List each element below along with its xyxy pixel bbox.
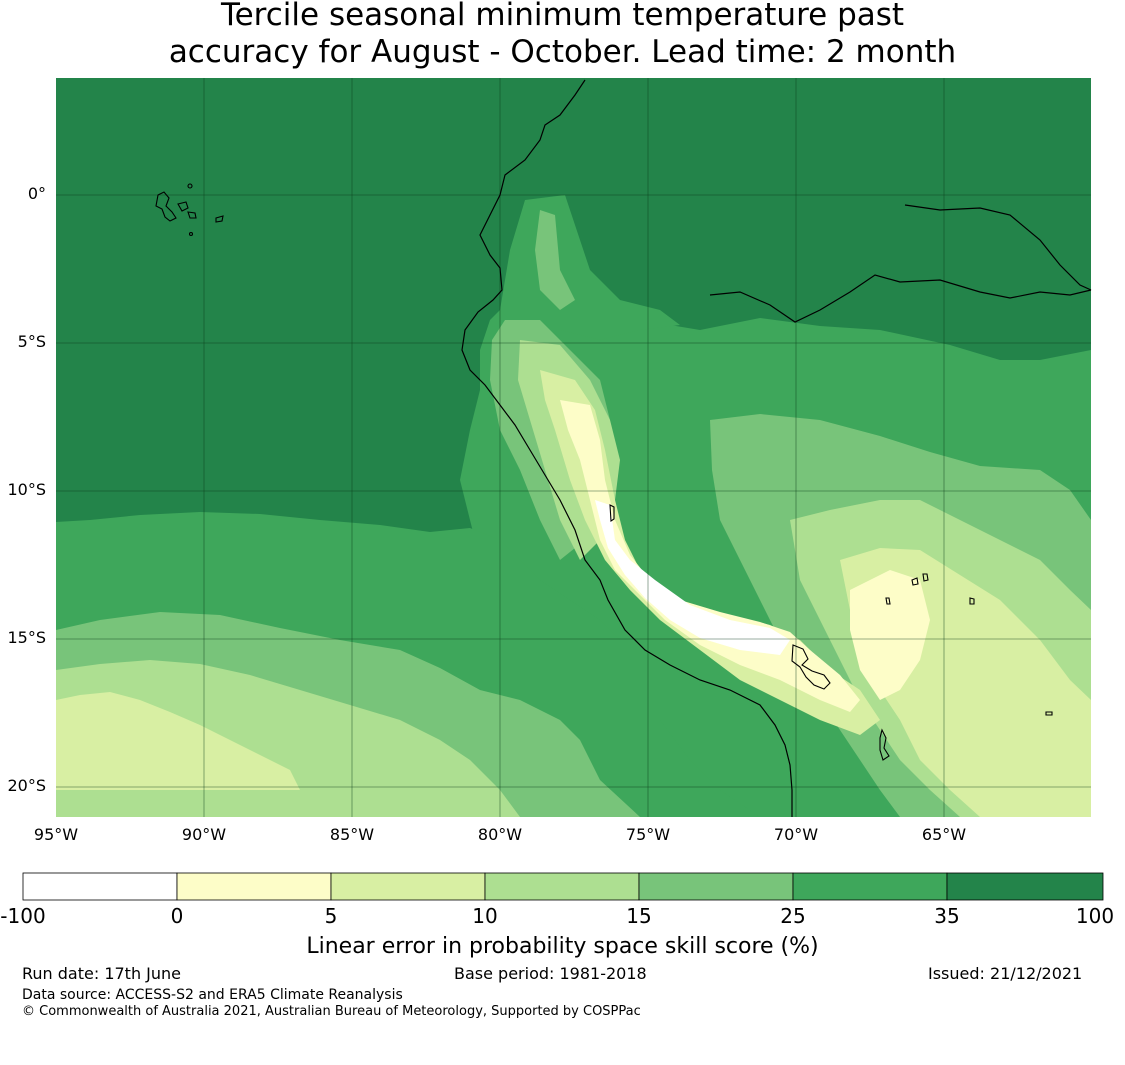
galapagos-islands	[155, 183, 224, 237]
lat-label-15s: 15°S	[7, 628, 46, 647]
colorbar-tick-25: 25	[780, 904, 806, 928]
map-gridlines	[56, 78, 1091, 817]
colorbar	[22, 872, 1104, 901]
colorbar-segment-15-25	[638, 872, 794, 901]
amazon-river-north	[904, 204, 1092, 291]
lat-label-20s: 20°S	[7, 776, 46, 795]
data-source: Data source: ACCESS-S2 and ERA5 Climate …	[22, 987, 403, 1003]
chart-title-line-1: Tercile seasonal minimum temperature pas…	[220, 0, 905, 33]
region-skill-15-25-andes-north	[535, 210, 575, 310]
colorbar-segment-neg100-0	[22, 872, 178, 901]
base-period: Base period: 1981-2018	[454, 964, 647, 983]
lon-label-75w: 75°W	[625, 825, 671, 844]
colorbar-tick-15: 15	[626, 904, 652, 928]
lon-label-85w: 85°W	[329, 825, 375, 844]
copyright: © Commonwealth of Australia 2021, Austra…	[22, 1004, 641, 1019]
colorbar-tick-10: 10	[472, 904, 498, 928]
colorbar-segment-0-5	[176, 872, 332, 901]
lakes	[609, 504, 1053, 761]
lon-label-65w: 65°W	[921, 825, 967, 844]
colorbar-tick-5: 5	[324, 904, 338, 928]
chart-title-line-2: accuracy for August - October. Lead time…	[168, 34, 957, 70]
colorbar-segment-25-35	[792, 872, 948, 901]
lon-label-90w: 90°W	[181, 825, 227, 844]
issued-date: Issued: 21/12/2021	[928, 964, 1083, 983]
lat-label-10s: 10°S	[7, 480, 46, 499]
region-skill-0-5-andes	[560, 400, 860, 712]
lat-label-0: 0°	[27, 184, 46, 203]
colorbar-label: Linear error in probability space skill …	[306, 934, 819, 959]
amazon-river	[709, 274, 1092, 323]
lon-label-70w: 70°W	[773, 825, 819, 844]
region-skill-0-5-east	[850, 570, 930, 700]
colorbar-segment-10-15	[484, 872, 640, 901]
lon-label-80w: 80°W	[477, 825, 523, 844]
coastline	[461, 79, 793, 817]
colorbar-tick-neg100: -100	[0, 904, 46, 928]
colorbar-segment-5-10	[330, 872, 486, 901]
run-date: Run date: 17th June	[22, 964, 182, 983]
lat-label-5s: 5°S	[17, 332, 46, 351]
colorbar-tick-100: 100	[1075, 904, 1115, 928]
colorbar-tick-0: 0	[170, 904, 184, 928]
region-skill-5-10-ocean	[56, 692, 300, 790]
region-skill-negative	[595, 500, 790, 655]
lon-label-95w: 95°W	[33, 825, 79, 844]
colorbar-segment-35-100	[946, 872, 1104, 901]
colorbar-tick-35: 35	[934, 904, 960, 928]
